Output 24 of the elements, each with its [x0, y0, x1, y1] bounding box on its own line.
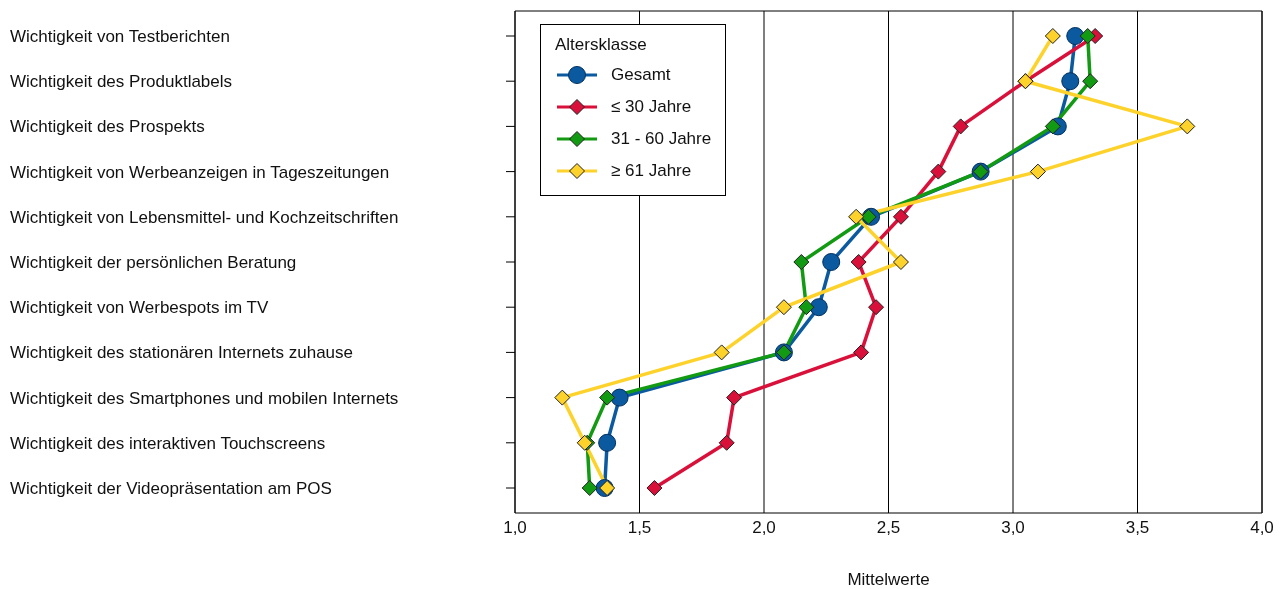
y-tick-label: Wichtigkeit der persönlichen Beratung: [10, 253, 297, 272]
y-tick-label: Wichtigkeit des interaktiven Touchscreens: [10, 433, 326, 453]
y-tick-label: Wichtigkeit des Produktlabels: [10, 72, 233, 92]
legend-label: ≥ 61 Jahre: [611, 161, 692, 181]
legend-label: 31 - 60 Jahre: [611, 129, 712, 149]
y-tick-label: Wichtigkeit von Werbeanzeigen in Tageszeitungen: [10, 162, 390, 182]
x-tick-label: 3,0: [1001, 518, 1025, 538]
x-tick-label: 1,0: [503, 518, 527, 538]
x-tick-label: 4,0: [1250, 518, 1274, 538]
x-tick-label: 2,5: [876, 518, 901, 538]
y-tick-label: Wichtigkeit des stationären Internets zuhause: [10, 343, 354, 363]
y-tick-label: Wichtigkeit von Lebensmittel- und Kochzeitschriften: [10, 207, 399, 227]
x-tick-label: 3,5: [1125, 518, 1150, 538]
x-tick-label: 2,0: [752, 518, 776, 538]
y-tick-label: Wichtigkeit des Smartphones und mobilen Internets: [10, 388, 399, 408]
x-axis-title: Mittelwerte: [847, 570, 930, 589]
legend-label: ≤ 30 Jahre: [611, 97, 692, 117]
legend-title: Altersklasse: [555, 35, 648, 55]
x-tick-label: 1,5: [627, 518, 652, 538]
legend-label: Gesamt: [611, 65, 671, 85]
y-tick-label: Wichtigkeit von Testberichten: [10, 27, 230, 46]
y-tick-label: Wichtigkeit der Videopräsentation am POS: [10, 479, 332, 498]
y-tick-label: Wichtigkeit des Prospekts: [10, 117, 205, 137]
y-tick-label: Wichtigkeit von Werbespots im TV: [10, 298, 269, 318]
